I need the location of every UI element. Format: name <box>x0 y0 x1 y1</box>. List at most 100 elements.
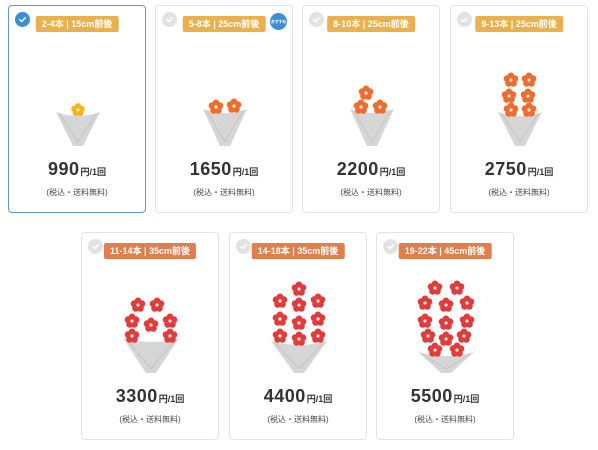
bouquet-illustration <box>417 280 475 373</box>
plan-price: 4400円/1回 <box>230 386 366 407</box>
flower-icon <box>291 281 307 296</box>
price-value: 5500 <box>410 386 453 406</box>
wrapping-paper <box>350 109 394 146</box>
wrapping-paper <box>56 112 100 146</box>
flower-icon <box>372 99 388 114</box>
wrapping-paper <box>123 338 179 373</box>
flower-icon <box>438 331 454 346</box>
price-unit: 円/1回 <box>306 394 333 404</box>
tax-shipping-note: (税込・送料無料) <box>340 188 402 197</box>
price-unit: 円/1回 <box>232 167 259 177</box>
flower-icon <box>420 328 436 343</box>
price-unit: 円/1回 <box>80 167 107 177</box>
flower-icon <box>358 85 374 100</box>
flower-icon <box>417 295 433 310</box>
flower-icon <box>124 328 140 343</box>
plan-size-tag: 9-13本 | 25cm前後 <box>475 16 563 32</box>
bouquet-illustration <box>123 297 179 373</box>
plan-price: 3300円/1回 <box>82 386 218 407</box>
flower-icon <box>272 293 288 308</box>
plan-size-tag: 2-4本 | 15cm前後 <box>35 16 119 32</box>
flower-icon <box>291 315 307 330</box>
flower-icon <box>124 313 140 328</box>
flower-icon <box>427 280 443 295</box>
recommended-badge: おすすめ <box>270 13 287 30</box>
price-unit: 円/1回 <box>453 394 480 404</box>
plan-price: 1650円/1回 <box>156 159 292 180</box>
plan-card-5-8[interactable]: 5-8本 | 25cm前後 おすすめ 1650円/1回 (税込・送料無料) <box>155 5 293 213</box>
flower-icon <box>310 328 326 343</box>
price-unit: 円/1回 <box>379 167 406 177</box>
tax-shipping-note: (税込・送料無料) <box>119 415 181 424</box>
flower-icon <box>291 297 307 312</box>
bouquet-illustration <box>203 98 247 146</box>
flower-icon <box>501 88 517 103</box>
flower-icon <box>310 311 326 326</box>
plan-card-19-22[interactable]: 19-22本 | 45cm前後 5500円/1回 (税込・送料無料) <box>376 232 514 440</box>
flower-icon <box>459 313 475 328</box>
bouquet-illustration <box>498 72 542 146</box>
plan-price: 990円/1回 <box>9 159 145 180</box>
flower-icon <box>503 72 519 87</box>
flower-icon <box>149 297 165 312</box>
plan-size-tag: 19-22本 | 45cm前後 <box>398 243 492 259</box>
price-value: 3300 <box>115 386 158 406</box>
select-check-icon[interactable] <box>457 12 472 27</box>
tax-shipping-note: (税込・送料無料) <box>267 415 329 424</box>
select-check-icon[interactable] <box>383 239 398 254</box>
flower-icon <box>226 98 242 113</box>
flower-icon <box>449 280 465 295</box>
price-value: 4400 <box>263 386 306 406</box>
price-unit: 円/1回 <box>527 167 554 177</box>
tax-shipping-note: (税込・送料無料) <box>488 188 550 197</box>
tax-shipping-note: (税込・送料無料) <box>414 415 476 424</box>
flower-icon <box>162 328 178 343</box>
plan-size-tag: 11-14本 | 35cm前後 <box>103 243 197 259</box>
plan-size-tag: 14-18本 | 35cm前後 <box>251 243 345 259</box>
plan-card-8-10[interactable]: 8-10本 | 25cm前後 2200円/1回 (税込・送料無料) <box>302 5 440 213</box>
bouquet-illustration <box>271 281 327 373</box>
flower-icon <box>162 313 178 328</box>
select-check-icon[interactable] <box>162 12 177 27</box>
price-unit: 円/1回 <box>158 394 185 404</box>
flower-icon <box>520 88 536 103</box>
flower-icon <box>71 103 85 117</box>
flower-icon <box>438 297 454 312</box>
flower-icon <box>438 315 454 330</box>
flower-icon <box>521 72 537 87</box>
bouquet-illustration <box>350 85 394 146</box>
select-check-icon[interactable] <box>15 12 30 27</box>
flower-icon <box>521 102 537 117</box>
flower-icon <box>272 328 288 343</box>
tax-shipping-note: (税込・送料無料) <box>46 188 108 197</box>
plan-price: 2750円/1回 <box>451 159 587 180</box>
bouquet-illustration <box>56 103 100 146</box>
price-value: 2200 <box>336 159 379 179</box>
tax-shipping-note: (税込・送料無料) <box>193 188 255 197</box>
select-check-icon[interactable] <box>236 239 251 254</box>
plan-price: 5500円/1回 <box>377 386 513 407</box>
wrapping-paper <box>271 341 327 373</box>
price-value: 990 <box>47 159 80 179</box>
select-check-icon[interactable] <box>88 239 103 254</box>
plan-card-2-4[interactable]: 2-4本 | 15cm前後 990円/1回 (税込・送料無料) <box>8 5 146 213</box>
flower-icon <box>503 102 519 117</box>
flower-icon <box>310 293 326 308</box>
plan-size-tag: 5-8本 | 25cm前後 <box>182 16 266 32</box>
price-value: 2750 <box>484 159 527 179</box>
plan-size-tag: 8-10本 | 25cm前後 <box>327 16 415 32</box>
flower-icon <box>459 295 475 310</box>
flower-icon <box>417 313 433 328</box>
flower-icon <box>456 328 472 343</box>
plan-card-9-13[interactable]: 9-13本 | 25cm前後 2750円/1回 (税込・送料無料) <box>450 5 588 213</box>
flower-icon <box>272 311 288 326</box>
wrapping-paper <box>418 352 474 373</box>
flower-icon <box>449 342 465 357</box>
plan-card-14-18[interactable]: 14-18本 | 35cm前後 4400円/1回 (税込・送料無料) <box>229 232 367 440</box>
select-check-icon[interactable] <box>309 12 324 27</box>
wrapping-paper <box>203 109 247 146</box>
wrapping-paper <box>498 112 542 146</box>
flower-icon <box>143 317 159 332</box>
plan-card-11-14[interactable]: 11-14本 | 35cm前後 3300円/1回 (税込・送料無料) <box>81 232 219 440</box>
flower-icon <box>291 331 307 346</box>
